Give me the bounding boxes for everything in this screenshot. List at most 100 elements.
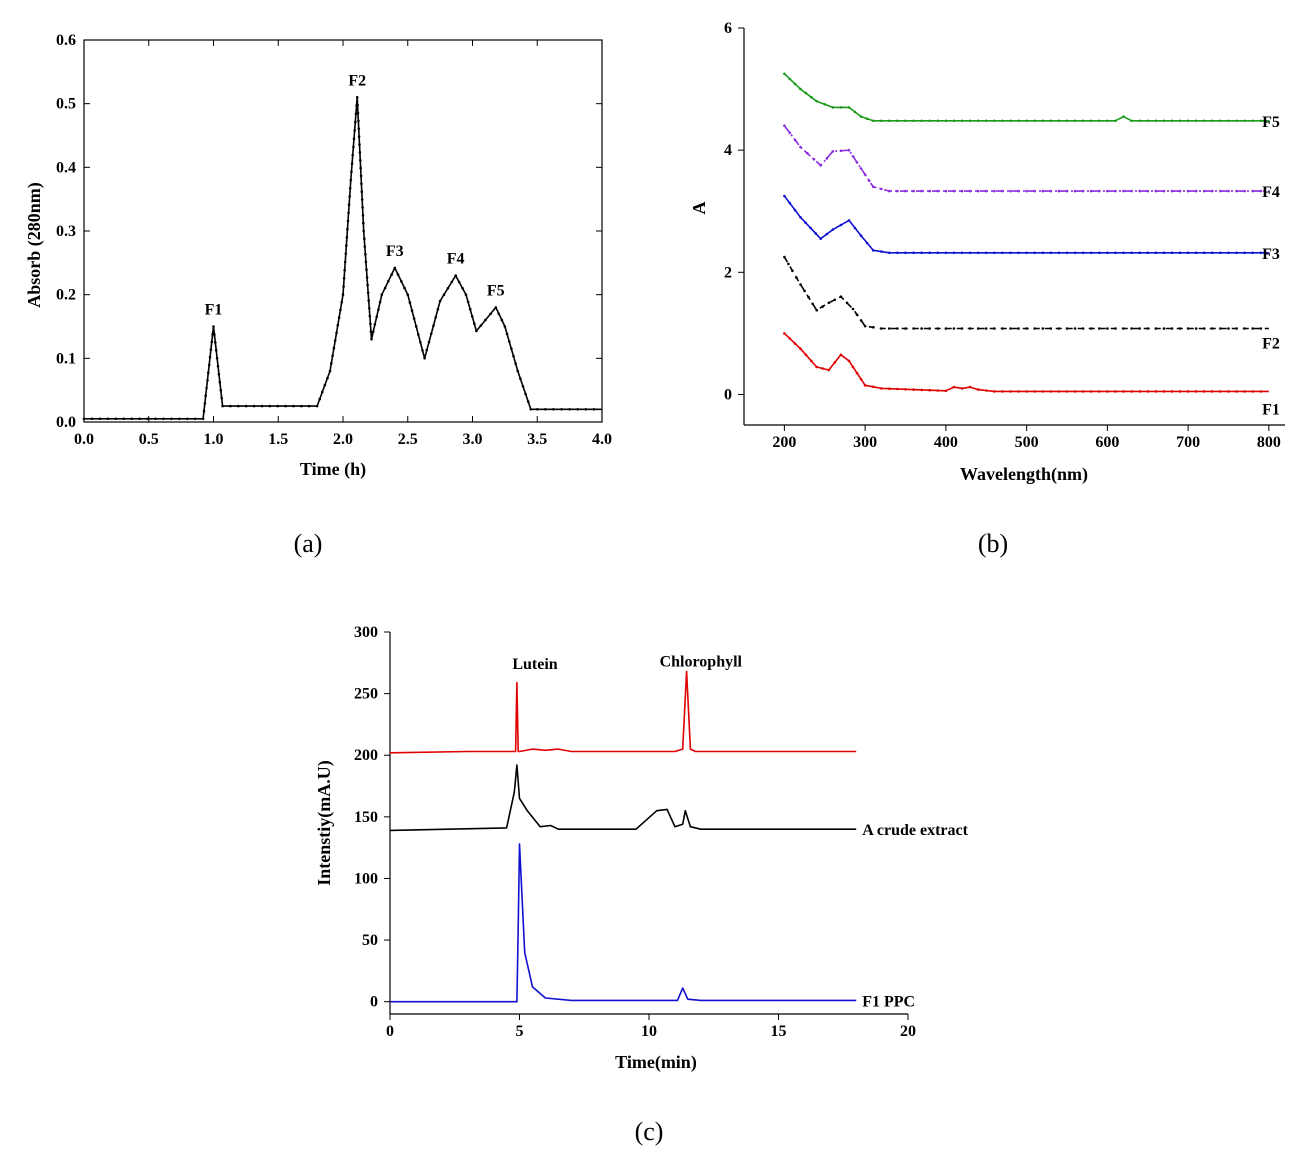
data-marker <box>811 302 814 306</box>
data-marker <box>793 342 797 345</box>
data-marker <box>888 189 891 193</box>
data-marker <box>1025 390 1028 393</box>
data-marker <box>783 194 786 198</box>
data-marker <box>1041 390 1045 393</box>
data-marker <box>993 251 996 255</box>
data-marker <box>229 404 232 408</box>
data-marker <box>1251 327 1254 330</box>
data-marker <box>833 298 837 302</box>
y-tick-label: 0.6 <box>56 32 76 49</box>
data-marker <box>367 299 371 302</box>
x-tick-label: 10 <box>641 1023 657 1040</box>
data-marker <box>466 300 470 304</box>
data-marker <box>328 369 332 373</box>
data-marker <box>1154 390 1158 393</box>
data-marker <box>1251 189 1254 193</box>
data-marker <box>1057 390 1061 393</box>
data-marker <box>847 148 851 152</box>
data-marker <box>976 119 980 123</box>
y-tick-label: 0 <box>724 386 732 403</box>
data-marker <box>146 417 149 421</box>
data-marker <box>1049 119 1053 123</box>
data-marker <box>799 283 802 286</box>
data-marker <box>512 354 515 358</box>
data-marker <box>417 333 420 336</box>
data-marker <box>354 112 358 116</box>
data-marker <box>993 327 996 330</box>
data-marker <box>473 322 476 326</box>
data-marker <box>406 293 410 297</box>
x-axis-label: Wavelength(nm) <box>960 464 1088 485</box>
data-marker <box>205 386 208 390</box>
data-marker <box>1194 189 1198 193</box>
x-tick-label: 0.5 <box>139 431 159 448</box>
series-label: F1 PPC <box>862 993 915 1010</box>
data-marker <box>356 111 360 115</box>
data-marker <box>1033 251 1036 255</box>
data-marker <box>1081 390 1085 393</box>
data-marker <box>1235 251 1238 255</box>
data-marker <box>363 245 367 248</box>
data-marker <box>1057 251 1061 255</box>
data-marker <box>984 119 988 123</box>
series-label: A crude extract <box>862 822 968 839</box>
data-marker <box>1235 119 1238 123</box>
data-marker <box>1146 327 1149 330</box>
data-marker <box>1219 390 1222 393</box>
data-marker <box>803 289 806 293</box>
data-marker <box>1009 390 1012 393</box>
data-marker <box>1098 390 1101 393</box>
data-marker <box>993 390 996 393</box>
data-marker <box>952 251 956 255</box>
data-marker <box>788 131 792 135</box>
data-marker <box>484 318 487 322</box>
data-marker <box>202 409 206 413</box>
data-marker <box>516 369 520 373</box>
data-marker <box>1186 119 1190 123</box>
data-marker <box>821 305 824 308</box>
data-marker <box>365 268 368 272</box>
data-marker <box>410 309 414 312</box>
data-marker <box>1235 390 1238 393</box>
y-tick-label: 0.5 <box>56 96 76 113</box>
data-marker <box>1211 251 1214 255</box>
series-line-f1-ppc <box>390 843 857 1003</box>
data-marker <box>936 189 940 193</box>
data-marker <box>1251 251 1254 255</box>
data-marker <box>783 332 786 335</box>
data-marker <box>1162 189 1166 193</box>
data-marker <box>944 251 948 255</box>
data-marker <box>552 408 555 411</box>
y-tick-label: 0.1 <box>56 350 76 367</box>
x-tick-label: 800 <box>1257 434 1281 451</box>
data-marker <box>960 327 964 330</box>
series-line-f5 <box>783 73 1269 122</box>
x-tick-label: 600 <box>1095 434 1119 451</box>
data-marker <box>1219 119 1222 123</box>
y-tick-label: 0.2 <box>56 287 76 304</box>
data-marker <box>214 349 218 352</box>
data-marker <box>154 417 157 421</box>
data-marker <box>366 283 369 287</box>
data-marker <box>1162 119 1166 123</box>
x-tick-label: 500 <box>1015 434 1039 451</box>
data-marker <box>1219 251 1222 255</box>
data-marker <box>859 319 863 322</box>
data-marker <box>1162 251 1166 255</box>
data-marker <box>1001 189 1004 193</box>
data-marker <box>791 269 794 273</box>
data-marker <box>1089 327 1093 330</box>
data-marker <box>1033 390 1036 393</box>
data-marker <box>369 330 373 333</box>
data-marker <box>1186 189 1190 193</box>
data-marker <box>819 237 822 240</box>
data-marker <box>896 327 899 330</box>
y-tick-label: 6 <box>724 20 732 37</box>
data-marker <box>332 346 336 350</box>
data-marker <box>993 119 996 123</box>
data-marker <box>867 179 871 182</box>
series-label-f2: F2 <box>1262 335 1280 352</box>
data-marker <box>457 280 461 284</box>
data-marker <box>896 387 899 391</box>
data-marker <box>928 388 931 392</box>
